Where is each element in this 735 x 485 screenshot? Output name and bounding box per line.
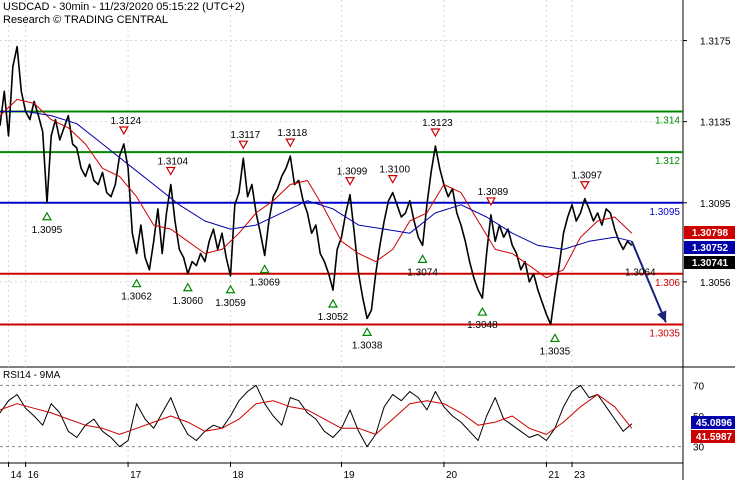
- price-tag-bg-1: [684, 241, 735, 254]
- annotation-label-12: 1.3100: [379, 165, 410, 176]
- annotation-label-15: 1.3089: [478, 187, 509, 198]
- annotation-label-10: 1.3099: [337, 167, 368, 178]
- chart-header-research: Research © TRADING CENTRAL: [3, 14, 168, 26]
- rsi-line-rsi: [0, 384, 633, 448]
- rsi-tag-bg-0: [691, 416, 735, 429]
- price-tag-label-1: 1.30752: [692, 243, 729, 254]
- series-line-ma_fast: [0, 98, 633, 279]
- time-tick-label-6: 21: [548, 470, 560, 480]
- projection-arrow-line: [630, 240, 667, 323]
- annotation-label-19: 1.3064: [625, 268, 656, 279]
- marker-down-8: [285, 138, 296, 148]
- marker-down-2: [165, 166, 176, 176]
- annotation-label-2: 1.3104: [157, 157, 188, 168]
- time-tick-label-4: 19: [344, 470, 356, 480]
- marker-up-3: [131, 278, 142, 288]
- price-tag-label-0: 1.30798: [692, 228, 729, 239]
- annotation-label-9: 1.3052: [318, 312, 349, 323]
- marker-up-9: [327, 298, 338, 308]
- level-label-0: 1.314: [655, 116, 680, 127]
- chart-header-instrument: USDCAD - 30min - 11/23/2020 05:15:22 (UT…: [3, 1, 245, 13]
- price-tag-bg-0: [684, 226, 735, 239]
- marker-down-15: [485, 197, 496, 207]
- rsi-tag-label-1: 41.5987: [696, 432, 733, 443]
- annotation-label-1: 1.3124: [110, 116, 141, 127]
- price-tag-label-2: 1.30741: [692, 258, 729, 269]
- annotation-label-8: 1.3118: [277, 128, 307, 139]
- level-label-1: 1.312: [655, 156, 680, 167]
- level-label-3: 1.306: [655, 278, 680, 289]
- annotation-label-6: 1.3117: [230, 130, 260, 141]
- rsi-tick-label-0: 70: [693, 381, 705, 392]
- marker-up-13: [417, 254, 428, 263]
- time-tick-label-5: 20: [446, 470, 458, 480]
- annotation-label-7: 1.3069: [249, 278, 280, 289]
- marker-up-11: [362, 327, 373, 336]
- time-tick-label-2: 17: [130, 470, 142, 480]
- price-tag-bg-2: [684, 256, 735, 269]
- annotation-label-4: 1.3060: [173, 296, 204, 307]
- rsi-tick-label-2: 30: [693, 443, 705, 454]
- marker-up-4: [182, 282, 193, 292]
- price-tick-label-3: 1.3056: [700, 278, 731, 289]
- marker-up-0: [41, 211, 52, 221]
- rsi-tag-label-0: 45.0896: [696, 418, 733, 429]
- marker-up-5: [225, 284, 236, 294]
- annotation-label-5: 1.3059: [215, 298, 246, 309]
- annotation-label-3: 1.3062: [121, 292, 152, 303]
- annotation-label-17: 1.3035: [540, 346, 571, 357]
- price-tick-label-1: 1.3135: [700, 118, 731, 129]
- marker-down-14: [430, 128, 441, 138]
- series-line-price: [0, 45, 633, 326]
- annotation-label-14: 1.3123: [422, 118, 453, 129]
- series-line-ma_slow: [0, 111, 632, 250]
- rsi-tag-bg-1: [691, 430, 735, 443]
- time-tick-label-1: 16: [28, 470, 40, 480]
- rsi-title: RSI14 - 9MA: [3, 370, 61, 381]
- annotation-label-18: 1.3097: [572, 171, 603, 182]
- price-tick-label-0: 1.3175: [700, 37, 731, 48]
- rsi-line-rsi_ma: [0, 394, 633, 435]
- price-tick-label-2: 1.3095: [700, 199, 731, 210]
- projection-arrow-head: [657, 310, 667, 323]
- annotation-label-0: 1.3095: [32, 225, 63, 236]
- marker-up-16: [477, 306, 488, 316]
- marker-down-12: [387, 175, 398, 184]
- marker-down-6: [238, 140, 249, 150]
- time-tick-label-7: 23: [574, 470, 586, 480]
- level-label-4: 1.3035: [649, 328, 680, 339]
- annotation-label-13: 1.3074: [407, 267, 438, 278]
- time-tick-label-0: 14: [11, 470, 23, 480]
- annotation-label-11: 1.3038: [352, 340, 383, 351]
- marker-up-7: [259, 264, 270, 274]
- marker-down-18: [579, 181, 590, 190]
- marker-down-1: [118, 126, 129, 136]
- time-tick-label-3: 18: [233, 470, 245, 480]
- level-label-2: 1.3095: [649, 207, 680, 218]
- annotation-label-16: 1.3048: [467, 320, 498, 331]
- marker-down-10: [345, 177, 356, 186]
- marker-up-17: [549, 333, 560, 343]
